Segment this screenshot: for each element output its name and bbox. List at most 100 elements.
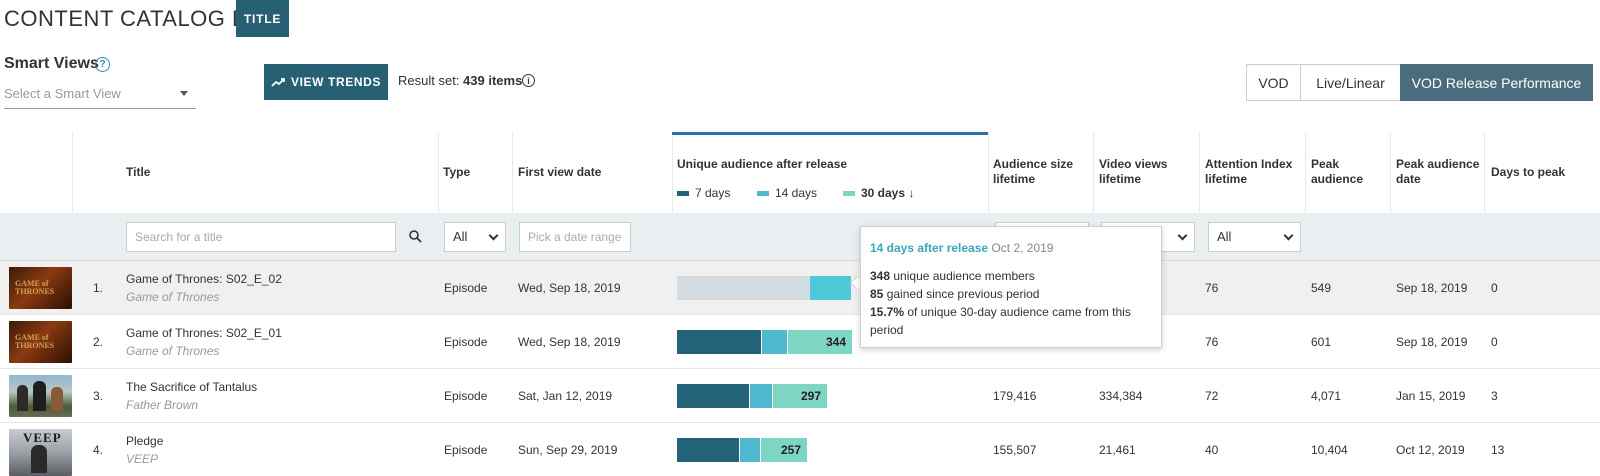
type-filter-value: All xyxy=(453,229,468,244)
row-audience-size: 155,507 xyxy=(993,443,1037,457)
legend-label: 14 days xyxy=(775,186,818,200)
column-header-first-view[interactable]: First view date xyxy=(518,165,602,179)
title-thumbnail: VEEP xyxy=(9,429,72,476)
row-attention: 72 xyxy=(1205,389,1219,403)
result-set-text: Result set: 439 items xyxy=(398,73,522,88)
bar-14-days-segment[interactable] xyxy=(762,330,787,354)
row-peak-date: Sep 18, 2019 xyxy=(1396,281,1468,295)
column-header-days-to-peak[interactable]: Days to peak xyxy=(1491,165,1566,179)
column-header-peak-audience[interactable]: Peak audience xyxy=(1311,157,1364,186)
legend-swatch xyxy=(757,190,769,196)
view-trends-button[interactable]: VIEW TRENDS xyxy=(264,64,388,100)
legend-30-days[interactable]: 30 days ↓ xyxy=(843,186,914,200)
row-index: 1. xyxy=(93,281,104,295)
row-index: 4. xyxy=(93,443,104,457)
smart-view-placeholder: Select a Smart View xyxy=(4,86,121,101)
result-set-count: 439 items xyxy=(463,73,523,88)
column-header-audience-size[interactable]: Audience size lifetime xyxy=(993,157,1074,186)
row-peak-audience: 601 xyxy=(1311,335,1332,349)
date-range-input[interactable]: Pick a date range xyxy=(519,222,631,252)
row-peak-audience: 549 xyxy=(1311,281,1332,295)
row-peak-date: Sep 18, 2019 xyxy=(1396,335,1468,349)
column-header-unique-audience[interactable]: Unique audience after release xyxy=(677,157,848,171)
help-icon[interactable]: ? xyxy=(95,57,110,72)
column-header-attention[interactable]: Attention Index lifetime xyxy=(1205,157,1293,186)
tooltip-line: 15.7% of unique 30-day audience came fro… xyxy=(870,303,1152,339)
legend-7-days[interactable]: 7 days xyxy=(677,186,730,200)
row-days-to-peak: 3 xyxy=(1491,389,1498,403)
bar-7-days-segment[interactable] xyxy=(677,330,761,354)
title-thumbnail: GAME of THRONES xyxy=(9,321,72,363)
tooltip-date: Oct 2, 2019 xyxy=(991,241,1054,255)
row-days-to-peak: 0 xyxy=(1491,281,1498,295)
trend-line-icon xyxy=(271,78,285,87)
tooltip-text: unique audience members xyxy=(893,269,1035,283)
row-title[interactable]: Game of Thrones: S02_E_02 xyxy=(126,272,282,286)
bar-30-days-segment[interactable]: 257 xyxy=(761,438,807,462)
row-attention: 76 xyxy=(1205,281,1219,295)
active-column-indicator xyxy=(672,132,988,135)
row-title[interactable]: The Sacrifice of Tantalus xyxy=(126,380,258,394)
group-by-title-button[interactable]: TITLE xyxy=(236,0,289,37)
mode-vod-release-performance-button[interactable]: VOD Release Performance xyxy=(1400,64,1593,101)
tooltip-value: 85 xyxy=(870,287,884,301)
title-thumbnail xyxy=(9,375,72,417)
search-icon[interactable] xyxy=(409,230,422,243)
row-days-to-peak: 0 xyxy=(1491,335,1498,349)
legend-14-days[interactable]: 14 days xyxy=(757,186,817,200)
row-series: VEEP xyxy=(126,452,159,466)
row-series: Father Brown xyxy=(126,398,199,412)
tooltip-value: 15.7% xyxy=(870,305,905,319)
tooltip-text: of unique 30-day audience came from this… xyxy=(870,305,1131,337)
view-trends-label: VIEW TRENDS xyxy=(291,75,381,89)
tooltip-text: gained since previous period xyxy=(886,287,1040,301)
smart-views-label: Smart Views xyxy=(4,55,99,72)
chevron-down-icon xyxy=(488,230,499,241)
smart-view-select[interactable]: Select a Smart View xyxy=(4,83,196,109)
caret-down-icon xyxy=(180,91,188,96)
row-index: 3. xyxy=(93,389,104,403)
mode-vod-button[interactable]: VOD xyxy=(1246,64,1301,101)
chevron-down-icon xyxy=(1177,230,1188,241)
bar-14-days-segment[interactable] xyxy=(750,384,772,408)
row-title[interactable]: Game of Thrones: S02_E_01 xyxy=(126,326,282,340)
bar-7-days-segment[interactable] xyxy=(677,384,749,408)
tooltip-value: 348 xyxy=(870,269,891,283)
type-filter-select[interactable]: All xyxy=(444,222,506,252)
row-video-views: 334,384 xyxy=(1099,389,1143,403)
legend-label: 7 days xyxy=(695,186,731,200)
bar-14-days-segment[interactable] xyxy=(810,276,851,300)
result-set-prefix: Result set: xyxy=(398,73,460,88)
row-type: Episode xyxy=(444,443,488,457)
legend-label: 30 days ↓ xyxy=(861,186,915,200)
legend-swatch xyxy=(677,190,689,196)
row-peak-date: Oct 12, 2019 xyxy=(1396,443,1465,457)
mode-live-linear-button[interactable]: Live/Linear xyxy=(1300,64,1401,101)
row-series: Game of Thrones xyxy=(126,344,220,358)
page-title: CONTENT CATALOG BY xyxy=(4,6,263,31)
bar-7-days-segment[interactable] xyxy=(677,276,810,300)
info-icon[interactable]: i xyxy=(522,74,535,87)
bar-7-days-segment[interactable] xyxy=(677,438,739,462)
column-header-type[interactable]: Type xyxy=(443,165,471,179)
attention-filter-select[interactable]: All xyxy=(1208,222,1301,252)
row-type: Episode xyxy=(444,389,488,403)
row-index: 2. xyxy=(93,335,104,349)
tooltip-title: 14 days after release xyxy=(870,241,989,255)
row-first-view: Sun, Sep 29, 2019 xyxy=(518,443,618,457)
legend-swatch xyxy=(843,190,855,196)
row-title[interactable]: Pledge xyxy=(126,434,164,448)
title-search-input[interactable]: Search for a title xyxy=(126,222,396,252)
bar-30-days-segment[interactable]: 344 xyxy=(788,330,852,354)
row-days-to-peak: 13 xyxy=(1491,443,1505,457)
bar-30-days-segment[interactable]: 297 xyxy=(773,384,827,408)
column-header-title[interactable]: Title xyxy=(126,165,151,179)
row-attention: 40 xyxy=(1205,443,1219,457)
bar-14-days-segment[interactable] xyxy=(740,438,760,462)
chevron-down-icon xyxy=(1283,230,1294,241)
column-header-peak-date[interactable]: Peak audience date xyxy=(1396,157,1480,186)
row-peak-audience: 4,071 xyxy=(1311,389,1342,403)
title-thumbnail: GAME of THRONES xyxy=(9,267,72,309)
column-header-video-views[interactable]: Video views lifetime xyxy=(1099,157,1168,186)
tooltip-line: 85 gained since previous period xyxy=(870,285,1152,303)
